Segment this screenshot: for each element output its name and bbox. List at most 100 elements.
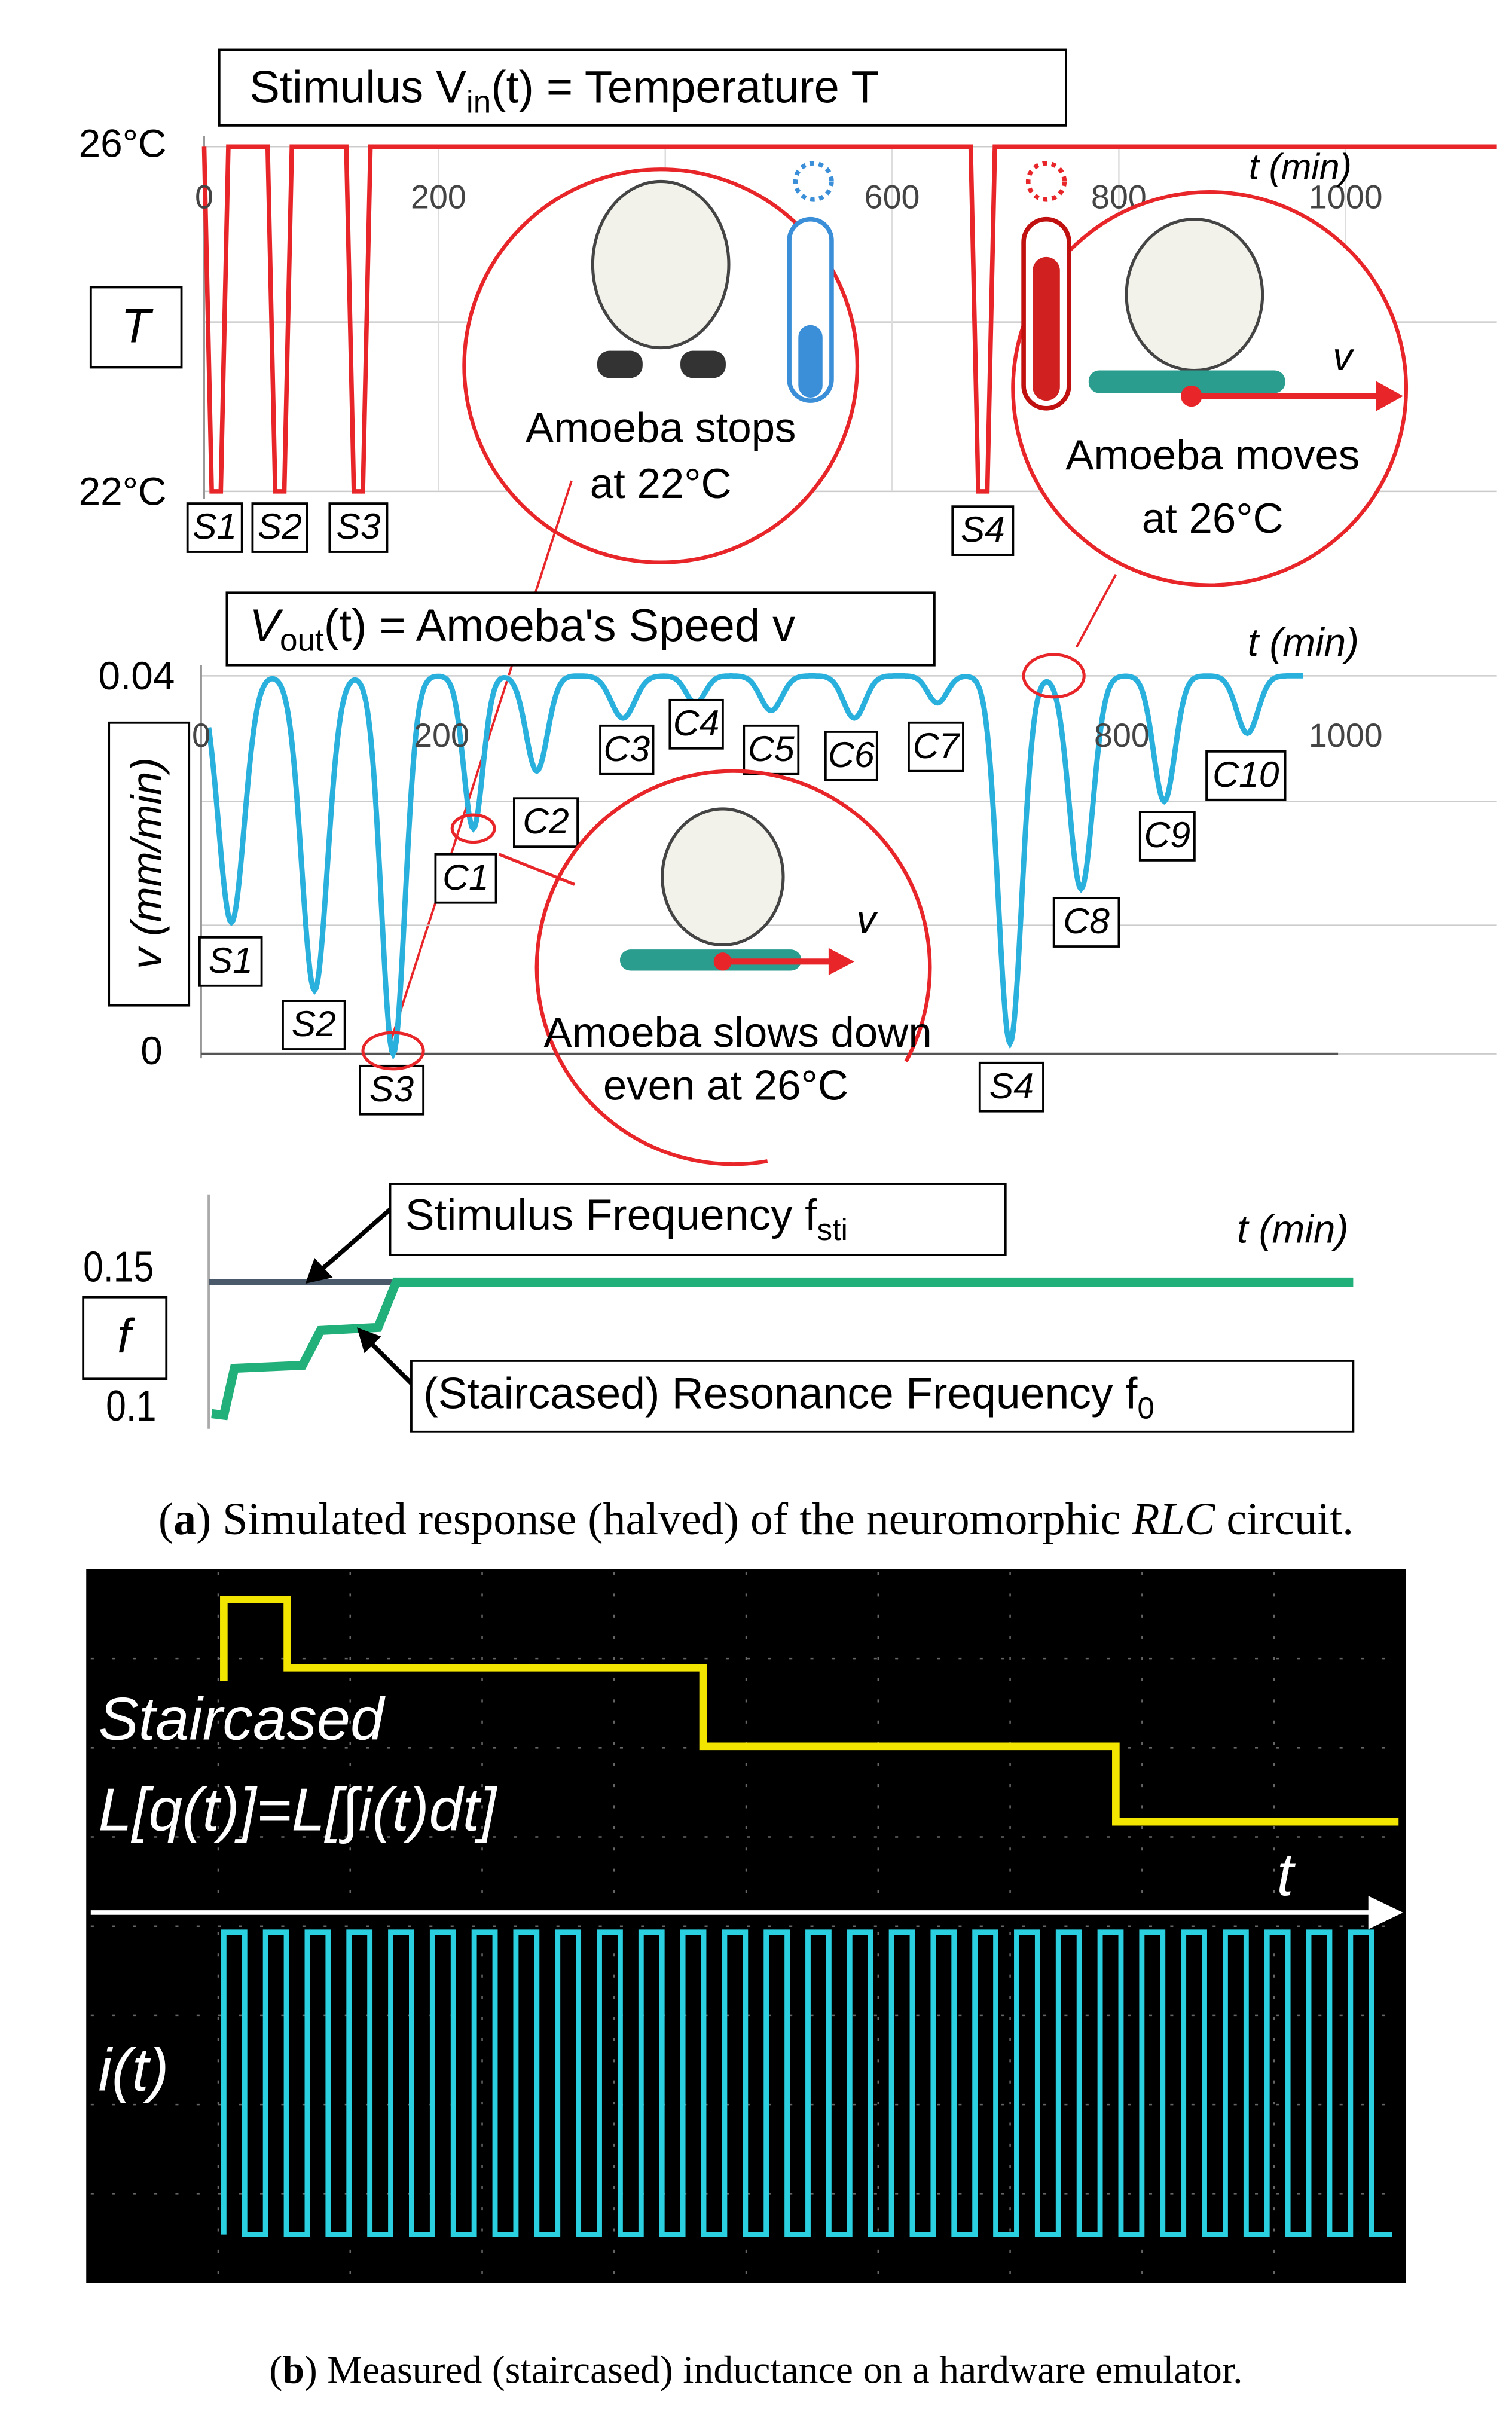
axis-label: t: [1277, 1841, 1296, 1908]
panel-title-part: V: [249, 600, 283, 651]
shoe: [680, 350, 726, 378]
skateboard: [619, 949, 802, 971]
dip-label: C6: [828, 734, 875, 775]
sun-icon: [1025, 161, 1067, 202]
label-box: [743, 724, 800, 775]
arrowhead: [828, 948, 854, 976]
annotation: at 26°C: [1142, 495, 1284, 542]
annotation: v: [857, 897, 879, 941]
label-box: [282, 1000, 346, 1050]
inductance-trace: [220, 1596, 1399, 1826]
amoeba: [661, 807, 785, 947]
annotation-part: Stimulus Frequency f: [405, 1191, 817, 1240]
panel-title-part: Stimulus V: [249, 62, 466, 113]
x-tick-label: 1000: [1309, 717, 1383, 754]
label-box: [668, 698, 724, 750]
x-tick-label: 200: [414, 717, 469, 754]
amoeba: [1125, 218, 1264, 372]
annotation: (Staircased) Resonance Frequency f0: [423, 1369, 1154, 1425]
annotation: Stimulus Frequency fsti: [405, 1191, 848, 1247]
arrowhead: [305, 1257, 333, 1284]
label-box: [225, 591, 936, 667]
caption: (a) Simulated response (halved) of the n…: [158, 1494, 1354, 1544]
annotation: L[q(t)]=L[∫i(t)dt]: [98, 1776, 498, 1844]
panel-title-part: (t) = Temperature T: [491, 62, 879, 113]
x-tick-label: 1000: [1309, 178, 1383, 215]
label-box: [328, 502, 389, 553]
dip-label: S3: [336, 506, 380, 546]
y-tick-label: 0.1: [106, 1382, 156, 1430]
snowflake-icon: [793, 161, 834, 202]
arrowhead: [1376, 381, 1403, 411]
caption-part: ) Measured (staircased) inductance on a …: [304, 2348, 1243, 2391]
axis-label: v (mm/min): [123, 758, 170, 969]
thermometer-fill: [798, 325, 823, 398]
annotation-part: sti: [817, 1212, 848, 1247]
y-tick-label: 0: [140, 1028, 163, 1073]
temperature-curve: [201, 144, 1497, 494]
caption-part: b: [282, 2348, 304, 2391]
panel-title-part: out: [280, 623, 324, 658]
pointer: [364, 1336, 413, 1385]
label-box: [218, 48, 1067, 127]
label-box: [359, 1064, 425, 1116]
dip-label: S2: [258, 506, 302, 546]
label-box: [389, 1183, 1007, 1256]
bubble: [534, 769, 932, 1166]
x-tick-label: 0: [192, 717, 210, 754]
panel-title-part: in: [466, 85, 491, 120]
highlight: [1022, 653, 1086, 699]
annotation: v: [1333, 334, 1355, 378]
label-box: [251, 502, 308, 553]
annotation: even at 26°C: [603, 1062, 848, 1109]
y-tick-label: 26°C: [79, 121, 167, 166]
label-box: [186, 502, 243, 553]
speed-curve: [206, 673, 1303, 1060]
label-box: [108, 721, 191, 1007]
label-box: [1138, 811, 1196, 862]
label-box: [1205, 750, 1287, 801]
skateboard: [1088, 370, 1285, 393]
annotation: Amoeba moves: [1065, 432, 1360, 479]
axis-label: t (min): [1237, 1206, 1348, 1251]
dip-label: S1: [193, 506, 237, 546]
dip-label: S4: [961, 509, 1005, 549]
label-box: [198, 936, 263, 987]
pointer: [498, 853, 575, 886]
panel-title-part: (t) = Amoeba's Speed v: [324, 600, 795, 651]
dip-label: C1: [442, 857, 489, 897]
label-box: [951, 505, 1015, 556]
highlight: [450, 813, 496, 844]
label-box: [89, 286, 183, 369]
highlight: [361, 1031, 425, 1071]
panel-title: Vout(t) = Amoeba's Speed v: [249, 600, 795, 658]
dip-label: S1: [209, 940, 253, 981]
shoe: [597, 350, 643, 378]
x-tick-label: 600: [865, 178, 920, 215]
label-box: [599, 724, 655, 775]
arrow-dot: [713, 952, 732, 971]
pointer: [316, 1208, 392, 1275]
current-trace: [221, 1929, 1392, 2238]
arrow-dot: [1181, 385, 1202, 407]
y-tick-label: 0.15: [83, 1242, 154, 1291]
arrowhead: [1368, 1896, 1403, 1929]
dip-label: S2: [292, 1003, 336, 1044]
caption-part: a: [173, 1494, 196, 1544]
caption-part: (: [269, 2348, 282, 2391]
label-box: [908, 721, 964, 772]
annotation: Staircased: [98, 1685, 386, 1753]
thermometer-fill: [1033, 256, 1060, 401]
bubble: [462, 167, 860, 564]
caption-part: RLC: [1131, 1494, 1216, 1544]
caption-part: circuit.: [1215, 1494, 1354, 1544]
label-box: [434, 853, 497, 904]
label-box: [824, 731, 878, 781]
resonance-curve: [211, 1277, 1354, 1421]
dip-label: C7: [913, 725, 961, 766]
annotation: at 22°C: [590, 460, 732, 508]
x-tick-label: 0: [195, 178, 213, 215]
arrowhead: [356, 1327, 381, 1354]
panel-title: Stimulus Vin(t) = Temperature T: [249, 62, 878, 120]
